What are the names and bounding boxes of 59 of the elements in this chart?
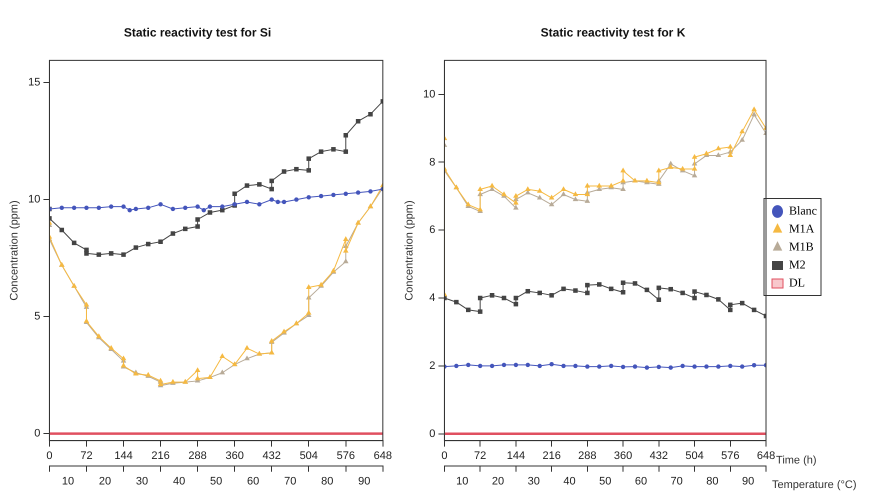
chart-title: Static reactivity test for Si [124,26,272,40]
x2-axis-title: Temperature (°C) [772,478,856,491]
x-tick-label: 360 [614,450,632,462]
x2-tick-label: 80 [706,475,719,488]
y-tick-label: 4 [429,292,436,304]
x-tick-label: 648 [374,450,392,462]
y-tick-label: 0 [429,428,436,440]
x2-tick-label: 70 [284,475,296,488]
x2-tick-label: 40 [563,475,576,488]
x-tick-label: 432 [262,450,281,462]
y-tick-label: 10 [28,194,40,206]
x-tick-label: 648 [756,450,776,462]
x-tick-label: 360 [225,450,244,462]
x-tick-label: 0 [46,450,52,462]
x-tick-label: 288 [578,450,597,462]
x-tick-label: 504 [300,450,318,462]
y-tick-label: 6 [429,224,436,236]
x2-tick-label: 50 [210,475,222,488]
x2-tick-label: 70 [670,475,683,488]
x-tick-label: 504 [685,450,704,462]
x2-tick-label: 90 [742,475,754,488]
chart-title: Static reactivity test for K [540,26,686,40]
legend-label: M1B [789,240,814,254]
legend-label: M2 [789,258,806,272]
legend-label: M1A [789,222,815,236]
y-axis-title: Concentration (ppm) [404,200,416,301]
x2-tick-label: 90 [358,475,370,488]
y-tick-label: 10 [423,88,436,100]
y-tick-label: 5 [34,310,40,323]
x-tick-label: 72 [474,450,486,462]
x-tick-label: 288 [188,450,207,462]
x-tick-label: 576 [336,450,355,462]
x-tick-label: 144 [506,450,526,462]
x2-tick-label: 20 [492,475,504,488]
y-tick-label: 8 [429,156,436,168]
legend-label: DL [789,276,806,290]
x-tick-label: 72 [80,450,93,462]
x2-tick-label: 40 [172,475,186,488]
x-tick-label: 0 [441,450,448,462]
x-tick-label: 144 [114,450,133,462]
x2-tick-label: 10 [456,475,468,488]
x2-tick-label: 10 [62,475,74,488]
y-axis-title: Concentration (ppm) [8,200,21,301]
x-tick-label: 216 [151,450,170,462]
y-tick-label: 0 [34,428,40,440]
x2-tick-label: 60 [247,475,260,488]
x2-tick-label: 30 [136,475,148,488]
x-tick-label: 576 [721,450,740,462]
x2-tick-label: 80 [321,475,334,488]
x2-tick-label: 60 [634,475,648,488]
x-tick-label: 216 [542,450,561,462]
x2-tick-label: 30 [528,475,540,488]
legend-label: Blanc [789,204,818,218]
x2-tick-label: 50 [599,475,612,488]
y-tick-label: 15 [28,76,40,89]
x-tick-label: 432 [650,450,668,462]
x-axis-title: Time (h) [776,454,817,467]
x2-tick-label: 20 [98,475,112,488]
y-tick-label: 2 [429,360,436,372]
